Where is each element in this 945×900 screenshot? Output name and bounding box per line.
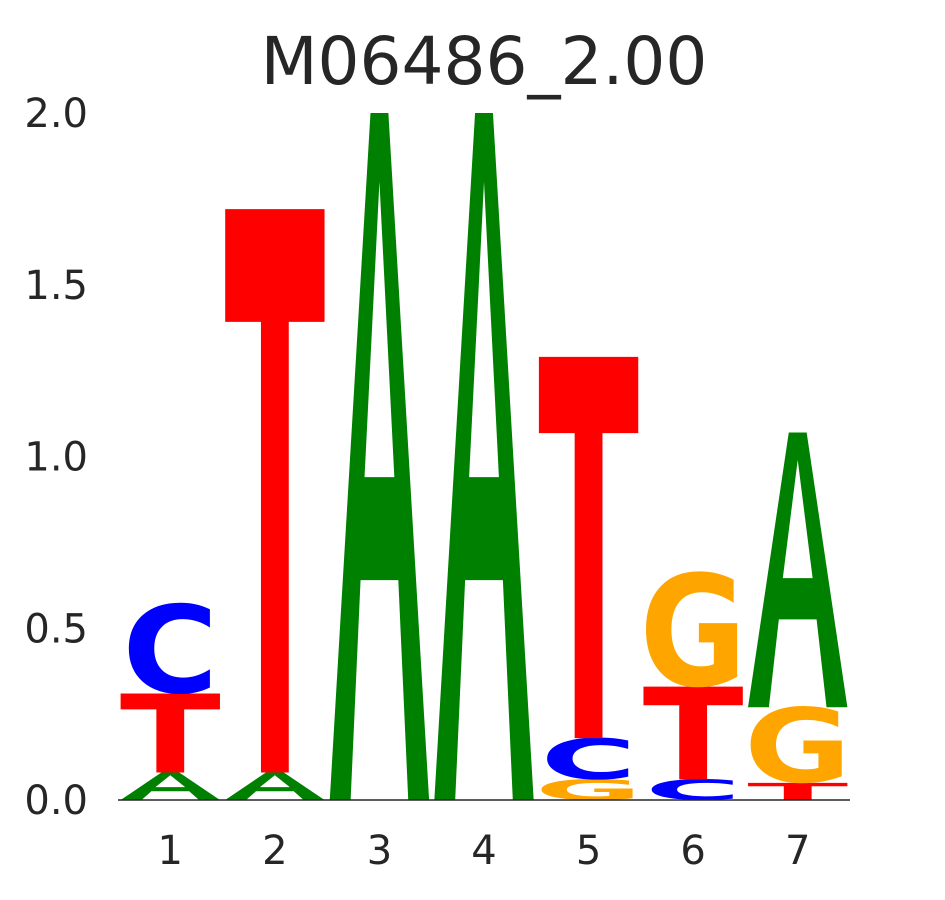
x-axis-tick-labels: 1 2 3 4 5 6 7 xyxy=(158,828,811,874)
y-axis-tick-labels: 0.0 0.5 1.0 1.5 2.0 xyxy=(24,91,88,824)
logo-letter-T xyxy=(120,693,220,773)
y-tick-label: 1.0 xyxy=(24,435,88,481)
logo-letter-A xyxy=(225,772,325,800)
logo-stack-position-1: C xyxy=(120,580,220,800)
logo-letter-A xyxy=(434,113,534,800)
logo-letter-T xyxy=(538,356,639,739)
x-tick-label: 4 xyxy=(471,828,496,874)
x-tick-label: 1 xyxy=(158,828,183,874)
x-tick-label: 7 xyxy=(785,828,810,874)
x-tick-label: 2 xyxy=(262,828,287,874)
logo-letter-T xyxy=(643,686,743,780)
logo-letter-T xyxy=(225,209,325,773)
logo-letter-G: G xyxy=(639,543,746,722)
logo-stacks: CGC CGG xyxy=(120,113,851,806)
y-tick-label: 1.5 xyxy=(24,263,88,309)
logo-stack-position-7: G xyxy=(744,432,851,806)
logo-stack-position-3 xyxy=(329,113,430,800)
x-tick-label: 3 xyxy=(367,828,392,874)
logo-letter-C: C xyxy=(645,774,741,806)
logo-letter-G: G xyxy=(535,774,642,806)
logo-stack-position-6: CG xyxy=(639,543,746,806)
y-tick-label: 0.0 xyxy=(24,778,88,824)
logo-letter-A xyxy=(329,113,430,800)
logo-letter-C: C xyxy=(122,580,218,721)
logo-letter-A xyxy=(120,772,220,800)
logo-stack-position-4 xyxy=(434,113,534,800)
logo-letter-A xyxy=(748,432,848,708)
x-tick-label: 6 xyxy=(680,828,705,874)
logo-letter-T xyxy=(748,782,848,800)
x-tick-label: 5 xyxy=(576,828,601,874)
logo-stack-position-2 xyxy=(225,209,325,800)
y-tick-label: 0.5 xyxy=(24,606,88,652)
logo-stack-position-5: GC xyxy=(535,356,642,806)
chart-title: M06486_2.00 xyxy=(261,23,708,100)
y-tick-label: 2.0 xyxy=(24,91,88,137)
